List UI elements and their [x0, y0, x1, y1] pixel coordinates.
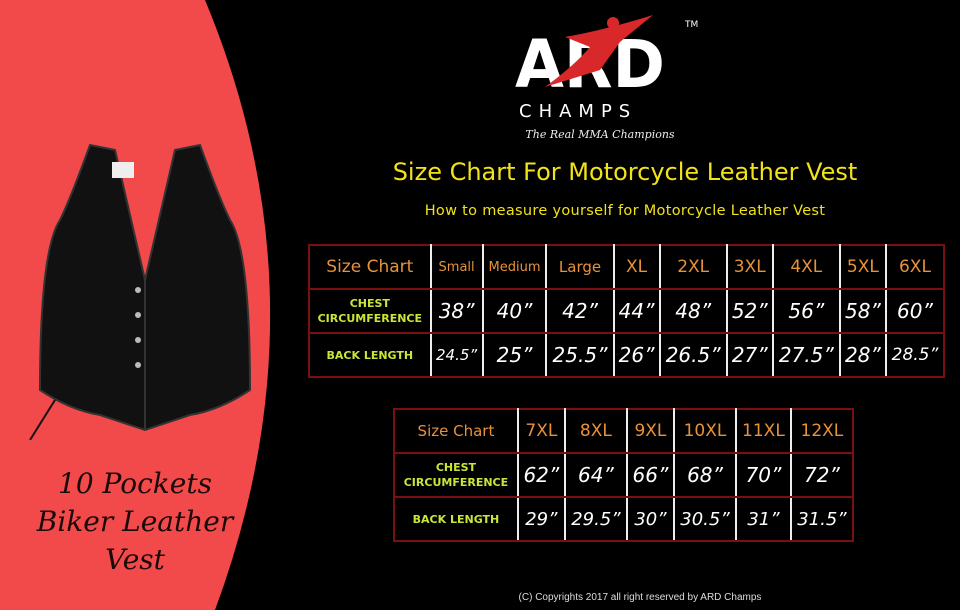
value-cell: 29” [516, 496, 566, 542]
page-title: Size Chart For Motorcycle Leather Vest [392, 158, 858, 186]
value-cell: 44” [612, 288, 661, 334]
row-label-line: CIRCUMFERENCE [403, 476, 509, 489]
value-cell: 58” [838, 288, 887, 334]
value-cell: 52” [725, 288, 774, 334]
svg-text:CHAMPS: CHAMPS [519, 101, 637, 122]
header-cell: XL [612, 244, 661, 290]
caption-line: 10 Pockets [58, 467, 212, 500]
header-cell: Size Chart [393, 408, 519, 454]
header-cell: 12XL [789, 408, 855, 454]
value-cell: 48” [658, 288, 728, 334]
header-cell: 5XL [838, 244, 887, 290]
product-caption: 10 Pockets Biker Leather Vest [10, 465, 260, 579]
header-cell: Small [429, 244, 484, 290]
value-cell: 68” [672, 452, 738, 498]
header-cell: 11XL [735, 408, 792, 454]
row-label: CHEST CIRCUMFERENCE [393, 452, 519, 498]
size-chart-table-1: Size Chart Small Medium Large XL 2XL 3XL… [308, 244, 946, 378]
value-cell: 31” [735, 496, 792, 542]
header-cell: 3XL [725, 244, 774, 290]
header-cell: 8XL [563, 408, 628, 454]
logo-tagline: The Real MMA Champions [525, 128, 675, 141]
caption-line: Biker Leather [36, 505, 234, 538]
value-cell: 62” [516, 452, 566, 498]
header-cell: 6XL [884, 244, 946, 290]
header-cell: 2XL [658, 244, 728, 290]
value-cell: 31.5” [789, 496, 855, 542]
header-cell: Size Chart [308, 244, 432, 290]
size-chart-table-2: Size Chart 7XL 8XL 9XL 10XL 11XL 12XL CH… [393, 408, 855, 542]
table-row-chest: CHEST CIRCUMFERENCE 62” 64” 66” 68” 70” 7… [393, 452, 855, 498]
row-label: CHEST CIRCUMFERENCE [308, 288, 432, 334]
page-subtitle: How to measure yourself for Motorcycle L… [424, 203, 826, 219]
row-label-line: CHEST [435, 461, 477, 474]
value-cell: 38” [429, 288, 484, 334]
header-cell: 10XL [672, 408, 738, 454]
svg-text:TM: TM [684, 20, 698, 30]
table-row-chest: CHEST CIRCUMFERENCE 38” 40” 42” 44” 48” 5… [308, 288, 946, 334]
header-cell: 7XL [516, 408, 566, 454]
header-cell: 4XL [771, 244, 841, 290]
value-cell: 42” [545, 288, 615, 334]
leather-vest-image [29, 143, 252, 440]
table-row-back: BACK LENGTH 29” 29.5” 30” 30.5” 31” 31.5… [393, 496, 855, 542]
row-label-line: CHEST [349, 297, 390, 310]
header-cell: Large [545, 244, 615, 290]
value-cell: 26” [612, 332, 661, 378]
header-cell: Medium [481, 244, 548, 290]
value-cell: 70” [735, 452, 792, 498]
table-row-back: BACK LENGTH 24.5” 25” 25.5” 26” 26.5” 27… [308, 332, 946, 378]
value-cell: 30.5” [672, 496, 738, 542]
value-cell: 28.5” [884, 332, 946, 378]
value-cell: 27.5” [771, 332, 841, 378]
row-label-line: CIRCUMFERENCE [317, 312, 423, 325]
value-cell: 25.5” [545, 332, 615, 378]
row-label: BACK LENGTH [308, 332, 432, 378]
caption-line: Vest [105, 543, 165, 576]
value-cell: 24.5” [429, 332, 484, 378]
value-cell: 56” [771, 288, 841, 334]
value-cell: 66” [625, 452, 675, 498]
value-cell: 64” [563, 452, 628, 498]
value-cell: 30” [625, 496, 675, 542]
value-cell: 40” [481, 288, 548, 334]
ard-champs-logo: ARD TM CHAMPS [515, 15, 698, 122]
value-cell: 27” [725, 332, 774, 378]
table-row-header: Size Chart 7XL 8XL 9XL 10XL 11XL 12XL [393, 408, 855, 454]
table-row-header: Size Chart Small Medium Large XL 2XL 3XL… [308, 244, 946, 290]
row-label: BACK LENGTH [393, 496, 519, 542]
value-cell: 26.5” [658, 332, 728, 378]
value-cell: 29.5” [563, 496, 628, 542]
value-cell: 28” [838, 332, 887, 378]
value-cell: 72” [789, 452, 855, 498]
value-cell: 25” [481, 332, 548, 378]
copyright-text: (C) Copyrights 2017 all right reserved b… [518, 592, 762, 603]
value-cell: 60” [884, 288, 946, 334]
header-cell: 9XL [625, 408, 675, 454]
